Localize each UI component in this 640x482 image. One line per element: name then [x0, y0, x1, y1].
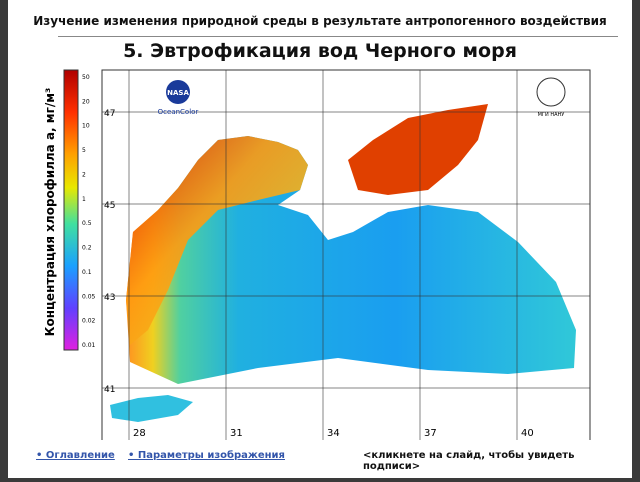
link-image-params[interactable]: • Параметры изображения	[128, 450, 285, 461]
colorbar-tick-label: 2	[82, 171, 86, 178]
longitude-label: 37	[424, 428, 437, 439]
colorbar-tick-label: 0.02	[82, 318, 96, 325]
colorbar-tick-label: 0.05	[82, 293, 96, 300]
longitude-label: 34	[327, 428, 340, 439]
colorbar-tick-label: 0.1	[82, 269, 92, 276]
institute-text: МГИ НАНУ	[538, 112, 565, 118]
colorbar-tick-label: 20	[82, 98, 90, 105]
nasa-logo	[166, 80, 190, 104]
azov-sea	[348, 104, 488, 195]
footer-hint: <кликнете на слайд, чтобы увидеть подпис…	[363, 450, 575, 472]
map-figure: 50 20 10 5 2 1 0.5 0.2 0.1 0.05 0.02 0.01 Концентрац…	[43, 69, 591, 440]
latitude-label: 43	[104, 293, 115, 303]
colorbar-tick-label: 50	[82, 74, 90, 81]
oceancolor-text: OceanColor	[158, 108, 199, 116]
header-title: Изучение изменения природной среды в рез…	[33, 14, 607, 28]
colorbar-tick-label: 0.2	[82, 245, 92, 252]
link-contents[interactable]: • Оглавление	[36, 450, 115, 461]
marmara-sea	[110, 395, 193, 422]
nasa-text: NASA	[167, 89, 189, 97]
slide: Изучение изменения природной среды в рез…	[8, 0, 632, 478]
latitude-label: 45	[104, 201, 115, 211]
header-rule	[58, 36, 618, 37]
colorbar-tick-label: 0.01	[82, 342, 96, 349]
colorbar-tick-label: 1	[82, 196, 86, 203]
institute-logo	[536, 77, 566, 107]
colorbar-tick-label: 10	[82, 123, 90, 130]
colorbar-tick-label: 5	[82, 147, 86, 154]
colorbar-tick-label: 0.5	[82, 220, 92, 227]
slide-title: 5. Эвтрофикация вод Черного моря	[123, 40, 517, 62]
longitude-label: 40	[521, 428, 534, 439]
longitude-label: 28	[133, 428, 146, 439]
colorbar	[63, 69, 79, 351]
northwest-shelf	[126, 136, 308, 345]
longitude-label: 31	[230, 428, 243, 439]
latitude-label: 41	[104, 385, 115, 395]
colorbar-label: Концентрация хлорофилла a, мг/м³	[43, 88, 57, 337]
latitude-label: 47	[104, 109, 115, 119]
